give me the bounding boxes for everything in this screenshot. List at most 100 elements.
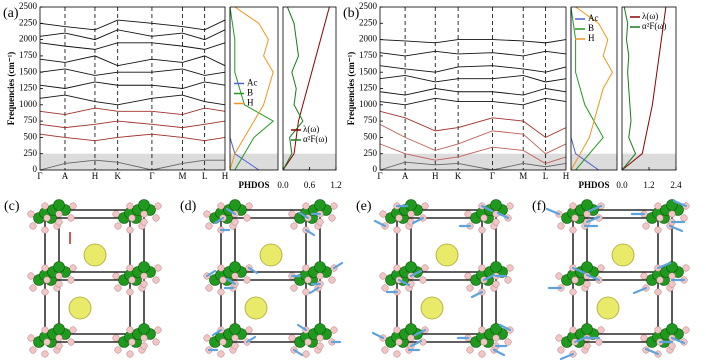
displacement-arrow — [672, 199, 688, 208]
phonon-band — [379, 97, 567, 106]
phonon-band — [39, 107, 226, 116]
displacement-arrow — [296, 323, 308, 332]
hydrogen-atom — [557, 346, 565, 354]
hydrogen-atom — [114, 222, 122, 230]
actinium-atom — [244, 296, 268, 320]
hydrogen-atom — [219, 338, 227, 346]
hydrogen-atom — [27, 334, 35, 342]
highlight-band — [622, 153, 676, 170]
hydrogen-atom — [140, 280, 148, 288]
hydrogen-atom — [316, 272, 324, 280]
hydrogen-atom — [395, 338, 403, 346]
hydrogen-atom — [114, 346, 122, 354]
hydrogen-atom — [654, 288, 662, 296]
hydrogen-atom — [205, 284, 213, 292]
hydrogen-atom — [656, 214, 664, 222]
boron-atom — [314, 261, 326, 273]
phonon-band — [39, 19, 226, 31]
hydrogen-atom — [114, 284, 122, 292]
hydrogen-atom — [595, 338, 603, 346]
y-tick-label: 500 — [364, 131, 378, 141]
x-tick-label: H — [92, 171, 99, 181]
hydrogen-atom — [219, 276, 227, 284]
legend-label: Ac — [247, 78, 258, 88]
x-tick-label: A — [402, 171, 409, 181]
hydrogen-atom — [67, 338, 75, 346]
hydrogen-atom — [330, 202, 338, 210]
hydrogen-atom — [55, 280, 63, 288]
hydrogen-atom — [126, 264, 134, 272]
displacement-arrow — [397, 278, 411, 287]
hydrogen-atom — [154, 202, 162, 210]
y-tick-label: 2000 — [359, 34, 378, 44]
hydrogen-atom — [583, 280, 591, 288]
displacement-arrow — [308, 286, 320, 295]
hydrogen-atom — [478, 226, 486, 234]
y-axis-label: Frequencies (cm⁻¹) — [346, 52, 356, 126]
boron-atom — [666, 323, 678, 335]
hydrogen-atom — [69, 264, 77, 272]
y-tick-label: 2250 — [19, 17, 38, 27]
hydrogen-atom — [126, 288, 134, 296]
y-axis-label: Frequencies (cm⁻¹) — [6, 52, 16, 126]
panel-label: (f) — [532, 199, 546, 214]
dos-frame — [570, 6, 618, 171]
y-tick-label: 1750 — [19, 50, 38, 60]
hydrogen-atom — [231, 272, 239, 280]
x-tick-label: 1.2 — [330, 180, 341, 190]
hydrogen-atom — [492, 334, 500, 342]
hydrogen-atom — [152, 276, 160, 284]
hydrogen-atom — [290, 222, 298, 230]
actinium-atom — [83, 243, 107, 267]
y-tick-label: 2250 — [359, 17, 378, 27]
hydrogen-atom — [407, 334, 415, 342]
hydrogen-atom — [140, 210, 148, 218]
panel-label: (a) — [3, 6, 19, 21]
eliashberg-curve — [282, 6, 304, 171]
hydrogen-atom — [316, 334, 324, 342]
y-tick-label: 750 — [364, 115, 378, 125]
actinium-atom — [435, 243, 459, 267]
hydrogen-atom — [506, 264, 514, 272]
hydrogen-atom — [140, 342, 148, 350]
hydrogen-atom — [29, 284, 37, 292]
hydrogen-atom — [328, 214, 336, 222]
hydrogen-atom — [583, 342, 591, 350]
hydrogen-atom — [379, 272, 387, 280]
hydrogen-atom — [478, 350, 486, 358]
hydrogen-atom — [504, 276, 512, 284]
legend-label: B — [588, 23, 594, 33]
hydrogen-atom — [478, 326, 486, 334]
hydrogen-atom — [421, 202, 429, 210]
boron-atom — [229, 199, 241, 211]
hydrogen-atom — [43, 276, 51, 284]
x-tick-label: 0.0 — [616, 180, 628, 190]
displacement-arrow — [409, 269, 423, 278]
hydrogen-atom — [668, 280, 676, 288]
phonon-band — [379, 50, 567, 57]
hydrogen-atom — [69, 202, 77, 210]
hydrogen-atom — [571, 214, 579, 222]
y-tick-label: 1250 — [19, 83, 38, 93]
hydrogen-atom — [41, 350, 49, 358]
highlight-band — [380, 153, 566, 170]
hydrogen-atom — [288, 210, 296, 218]
displacement-arrow — [413, 328, 427, 337]
panel-label: (c) — [4, 199, 20, 214]
y-tick-label: 1000 — [19, 99, 38, 109]
y-tick-label: 250 — [24, 148, 38, 158]
phonon-band — [39, 159, 225, 171]
x-tick-label: H — [563, 171, 570, 181]
phonon-band — [39, 55, 226, 67]
plot-frame — [39, 6, 226, 171]
highlight-band — [230, 153, 278, 170]
displacement-arrow — [571, 266, 587, 275]
displacement-arrow — [332, 261, 344, 270]
dos-curve — [229, 7, 260, 171]
x-tick-label: L — [543, 171, 549, 181]
hydrogen-atom — [29, 346, 37, 354]
hydrogen-atom — [597, 326, 605, 334]
hydrogen-atom — [302, 350, 310, 358]
phonon-band — [379, 75, 567, 83]
